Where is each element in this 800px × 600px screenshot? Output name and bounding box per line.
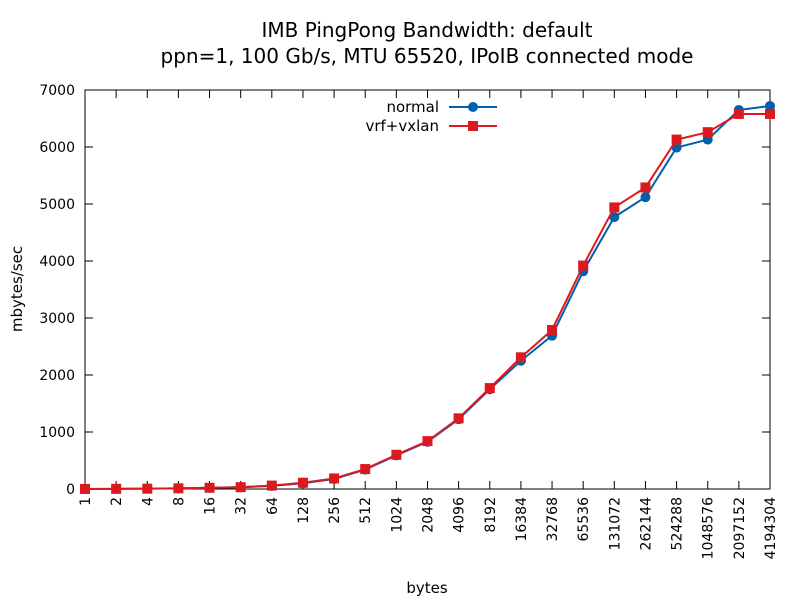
x-tick-label: 1024 <box>389 497 405 533</box>
data-point <box>422 436 433 447</box>
legend-item: normal <box>386 98 497 116</box>
data-point <box>360 464 371 475</box>
x-tick-label: 1 <box>78 497 94 506</box>
y-axis: 0 1000 2000 3000 4000 5000 6000 7000 <box>39 83 770 498</box>
x-tick-label: 2 <box>109 497 125 506</box>
legend-marker <box>468 102 478 112</box>
legend-label: normal <box>386 98 439 116</box>
y-tick-label: 0 <box>66 482 75 498</box>
x-tick-label: 4 <box>140 497 156 506</box>
data-point <box>266 480 277 491</box>
x-tick-label: 65536 <box>576 497 592 542</box>
x-axis-label: bytes <box>406 579 448 597</box>
x-tick-label: 2048 <box>421 497 437 533</box>
x-tick-label: 128 <box>296 497 312 524</box>
x-tick-label: 8192 <box>483 497 499 533</box>
x-axis: 1 2 4 8 16 32 64 128 256 512 1024 2048 4096 8192 16384… <box>78 90 779 559</box>
data-point <box>609 212 620 223</box>
plot-frame <box>84 89 771 490</box>
data-point <box>733 108 744 119</box>
x-tick-label: 256 <box>327 497 343 524</box>
data-point <box>578 260 589 271</box>
y-tick-label: 4000 <box>39 254 75 270</box>
data-point <box>142 483 153 494</box>
series-layer <box>80 100 775 494</box>
data-point <box>765 108 775 119</box>
x-tick-label: 4096 <box>452 497 468 533</box>
data-point <box>515 352 526 363</box>
y-axis-label: mbytes/sec <box>8 246 26 332</box>
y-tick-label: 2000 <box>39 368 75 384</box>
data-point <box>235 482 246 493</box>
data-point <box>453 413 464 424</box>
x-tick-label: 524288 <box>670 497 686 550</box>
data-point <box>484 383 495 394</box>
series-line <box>84 104 771 490</box>
data-point <box>547 324 558 335</box>
data-point <box>702 127 713 138</box>
data-point <box>640 192 651 203</box>
legend-item: vrf+vxlan <box>365 117 497 135</box>
data-point <box>111 483 122 494</box>
y-tick-label: 5000 <box>39 197 75 213</box>
data-point <box>671 134 682 145</box>
x-tick-label: 64 <box>265 497 281 515</box>
data-point <box>329 473 340 484</box>
y-tick-label: 3000 <box>39 311 75 327</box>
chart-title: IMB PingPong Bandwidth: default <box>261 18 592 42</box>
y-tick-label: 7000 <box>39 83 75 99</box>
data-point <box>297 477 308 488</box>
x-tick-label: 16384 <box>514 497 530 542</box>
data-point <box>173 483 184 494</box>
x-tick-label: 16 <box>203 497 219 515</box>
y-tick-label: 6000 <box>39 140 75 156</box>
x-tick-label: 32 <box>234 497 250 515</box>
data-point <box>391 449 402 460</box>
y-tick-label: 1000 <box>39 425 75 441</box>
series-normal <box>80 100 775 494</box>
x-tick-label: 512 <box>358 497 374 524</box>
x-tick-label: 8 <box>171 497 187 506</box>
series-vrf-vxlan <box>80 108 775 494</box>
data-point <box>204 482 215 493</box>
series-line <box>84 112 770 490</box>
chart-subtitle: ppn=1, 100 Gb/s, MTU 65520, IPoIB connec… <box>161 44 694 68</box>
x-tick-label: 4194304 <box>763 497 779 559</box>
data-point <box>609 202 620 213</box>
x-tick-label: 2097152 <box>732 497 748 559</box>
x-tick-label: 32768 <box>545 497 561 542</box>
data-point <box>765 100 775 111</box>
data-point <box>80 483 90 494</box>
x-tick-label: 131072 <box>607 497 623 550</box>
legend-label: vrf+vxlan <box>365 117 439 135</box>
legend-marker <box>468 121 478 131</box>
x-tick-label: 262144 <box>638 497 654 551</box>
data-point <box>640 182 651 193</box>
x-tick-label: 1048576 <box>701 497 717 559</box>
